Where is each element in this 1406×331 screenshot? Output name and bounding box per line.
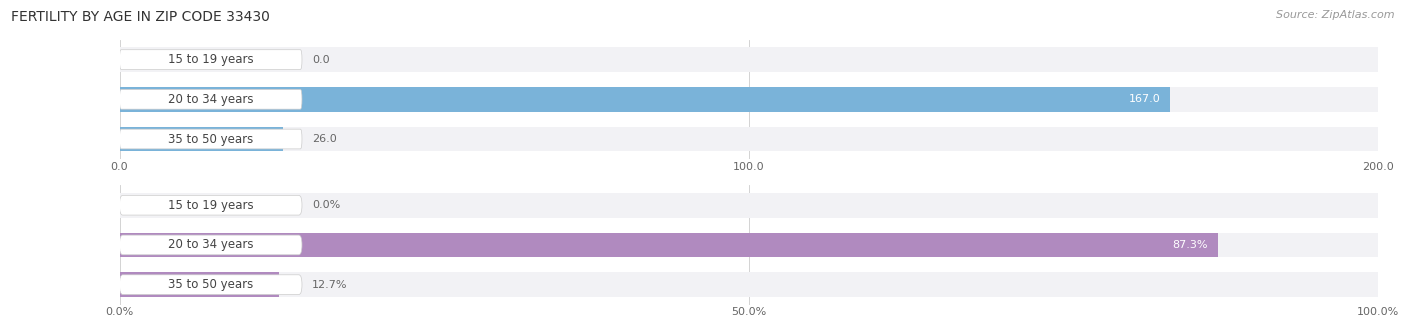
Text: 26.0: 26.0: [312, 134, 337, 144]
Text: 20 to 34 years: 20 to 34 years: [167, 93, 253, 106]
Text: 0.0: 0.0: [312, 55, 329, 65]
Bar: [120, 87, 1378, 112]
Bar: [120, 233, 1378, 257]
Text: 0.0%: 0.0%: [312, 200, 340, 210]
Text: 20 to 34 years: 20 to 34 years: [167, 238, 253, 252]
FancyBboxPatch shape: [120, 275, 302, 295]
Text: Source: ZipAtlas.com: Source: ZipAtlas.com: [1277, 10, 1395, 20]
Bar: [120, 272, 1378, 297]
FancyBboxPatch shape: [120, 129, 302, 149]
Bar: [120, 47, 1378, 72]
Bar: [120, 87, 1170, 112]
Bar: [120, 127, 1378, 151]
FancyBboxPatch shape: [120, 235, 302, 255]
Text: 35 to 50 years: 35 to 50 years: [169, 278, 253, 291]
Text: 15 to 19 years: 15 to 19 years: [167, 53, 253, 66]
Text: 15 to 19 years: 15 to 19 years: [167, 199, 253, 212]
Text: 87.3%: 87.3%: [1173, 240, 1208, 250]
FancyBboxPatch shape: [120, 195, 302, 215]
FancyBboxPatch shape: [120, 50, 302, 70]
Bar: [120, 272, 280, 297]
Bar: [120, 127, 283, 151]
Text: 167.0: 167.0: [1129, 94, 1160, 104]
Text: 35 to 50 years: 35 to 50 years: [169, 132, 253, 146]
FancyBboxPatch shape: [120, 89, 302, 109]
Bar: [120, 233, 1218, 257]
Text: FERTILITY BY AGE IN ZIP CODE 33430: FERTILITY BY AGE IN ZIP CODE 33430: [11, 10, 270, 24]
Text: 12.7%: 12.7%: [312, 280, 347, 290]
Bar: [120, 193, 1378, 217]
